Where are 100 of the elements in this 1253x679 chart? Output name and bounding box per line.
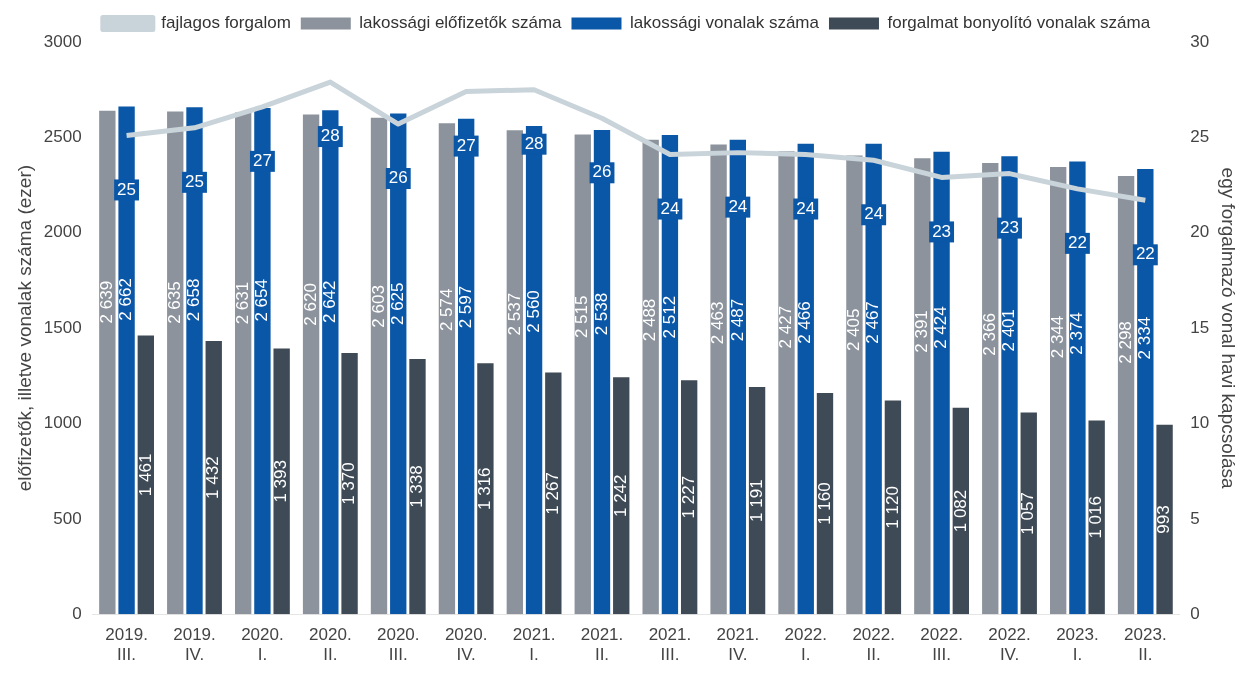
data-label: 2 487 — [727, 298, 747, 342]
data-label: 1 338 — [407, 465, 427, 508]
data-label: 2 344 — [1047, 315, 1067, 359]
y2-tick-label: 30 — [1190, 31, 1210, 51]
data-label: 1 432 — [203, 456, 223, 499]
data-label: 24 — [660, 198, 680, 218]
data-label: 2 560 — [523, 290, 543, 333]
data-label: 1 191 — [746, 479, 766, 522]
x-tick-label: 2023. II. — [1124, 625, 1167, 665]
data-label: 1 016 — [1086, 496, 1106, 539]
bar — [273, 348, 290, 615]
data-label: 2 512 — [659, 295, 679, 339]
data-label: 2 537 — [504, 292, 524, 336]
bar — [1069, 161, 1086, 615]
data-label: 26 — [388, 168, 408, 188]
x-tick-label: 2021. III. — [648, 625, 692, 665]
bar — [137, 335, 154, 615]
bar — [1117, 175, 1135, 615]
bar — [234, 112, 252, 615]
y2-tick-label: 0 — [1190, 603, 1200, 623]
legend-label: lakossági előfizetők száma — [359, 13, 563, 33]
data-label: 25 — [185, 172, 204, 192]
y2-tick-label: 25 — [1190, 127, 1210, 147]
bar — [1049, 167, 1067, 615]
data-label: 2 635 — [164, 281, 184, 324]
bar — [710, 144, 727, 615]
x-tick-label: 2020. I. — [241, 625, 284, 665]
data-label: 1 160 — [814, 482, 834, 525]
y2-tick-label: 20 — [1190, 222, 1210, 242]
x-tick-label: 2020. IV. — [444, 625, 488, 665]
y-tick-label: 1000 — [43, 413, 82, 433]
data-label: 22 — [1067, 233, 1087, 253]
bar — [952, 407, 969, 615]
data-label: 2 467 — [863, 301, 883, 344]
x-tick-label: 2019. III. — [105, 625, 148, 665]
y2-tick-label: 5 — [1190, 508, 1200, 528]
y-tick-label: 1500 — [43, 317, 82, 337]
data-label: 2 639 — [97, 280, 117, 324]
y-tick-label: 2000 — [43, 222, 82, 242]
data-label: 1 120 — [882, 486, 902, 529]
bar — [982, 162, 999, 615]
bar — [1001, 156, 1018, 615]
data-label: 22 — [1135, 244, 1155, 264]
bar — [1137, 169, 1154, 615]
bar — [341, 352, 358, 615]
data-label: 2 642 — [320, 280, 340, 324]
x-tick-label: 2023. I. — [1056, 625, 1099, 665]
y-tick-label: 0 — [72, 603, 82, 623]
bar — [846, 155, 863, 615]
legend-label: fajlagos forgalom — [161, 13, 291, 33]
bar — [884, 400, 902, 615]
data-label: 2 424 — [931, 306, 951, 349]
data-label: 2 374 — [1067, 312, 1087, 355]
data-label: 2 654 — [252, 279, 272, 322]
bar — [438, 123, 456, 615]
data-label: 2 334 — [1135, 316, 1155, 360]
bar — [613, 377, 630, 615]
x-tick-label: 2022. III. — [920, 625, 963, 665]
bar — [457, 118, 475, 615]
data-label: 28 — [524, 133, 544, 153]
bar — [167, 111, 184, 615]
bar — [254, 107, 271, 615]
data-label: 25 — [117, 179, 137, 199]
data-label: 2 427 — [776, 305, 796, 349]
y2-tick-label: 10 — [1190, 413, 1210, 433]
bar — [477, 363, 494, 615]
bar — [816, 392, 834, 615]
data-label: 2 366 — [979, 313, 999, 356]
data-label: 2 401 — [999, 309, 1019, 352]
data-label: 27 — [456, 135, 476, 155]
data-label: 1 393 — [271, 460, 291, 503]
bar — [642, 139, 659, 615]
data-label: 1 242 — [610, 474, 630, 518]
data-label: 2 597 — [455, 285, 475, 329]
x-tick-label: 2022. I. — [784, 625, 828, 665]
data-label: 24 — [796, 198, 816, 218]
data-label: 24 — [728, 196, 748, 216]
bar — [914, 158, 931, 615]
bar — [680, 380, 698, 615]
data-label: 1 370 — [339, 462, 359, 505]
data-label: 1 316 — [475, 467, 495, 510]
data-label: 2 631 — [232, 281, 252, 325]
bar — [593, 130, 611, 615]
data-label: 2 466 — [795, 301, 815, 344]
data-label: 2 538 — [591, 292, 611, 336]
bar — [1156, 424, 1173, 615]
x-tick-label: 2021. I. — [512, 625, 556, 665]
data-label: 26 — [592, 162, 612, 182]
x-tick-label: 2022. IV. — [988, 625, 1031, 665]
data-label: 1 267 — [543, 472, 563, 515]
x-tick-label: 2022. II. — [852, 625, 895, 665]
data-label: 2 662 — [116, 278, 136, 321]
bar — [574, 134, 591, 615]
bar — [1088, 420, 1105, 615]
y-tick-label: 500 — [53, 508, 82, 528]
bar — [525, 125, 543, 615]
data-label: 28 — [320, 126, 340, 146]
bar — [205, 341, 222, 615]
y-tick-label: 3000 — [43, 31, 82, 51]
data-label: 23 — [932, 221, 952, 241]
